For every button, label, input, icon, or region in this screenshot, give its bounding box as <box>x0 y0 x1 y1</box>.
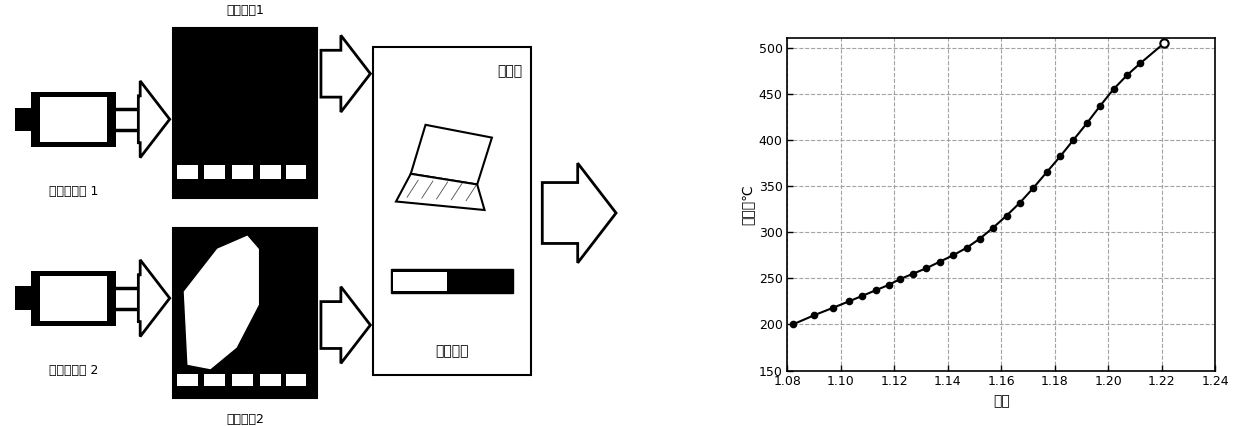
Bar <box>177 374 197 386</box>
Bar <box>31 271 117 326</box>
Text: 红外探测器 1: 红外探测器 1 <box>50 185 98 199</box>
Text: 采集系统: 采集系统 <box>435 344 469 358</box>
Bar <box>205 165 224 179</box>
Bar <box>285 374 306 386</box>
Bar <box>15 287 31 310</box>
Bar <box>174 28 317 198</box>
Polygon shape <box>410 125 492 184</box>
Polygon shape <box>139 260 170 337</box>
Bar <box>40 97 108 142</box>
X-axis label: 比例: 比例 <box>993 394 1009 408</box>
Text: 红外图片2: 红外图片2 <box>227 413 264 426</box>
Bar <box>391 269 513 293</box>
Bar <box>232 374 253 386</box>
Bar <box>205 374 224 386</box>
Bar <box>31 92 117 147</box>
Polygon shape <box>139 81 170 158</box>
Bar <box>40 276 108 321</box>
Polygon shape <box>321 287 371 363</box>
Bar <box>15 107 31 131</box>
Polygon shape <box>321 35 371 112</box>
Bar <box>232 165 253 179</box>
Text: 红外图片1: 红外图片1 <box>227 4 264 17</box>
Y-axis label: 温度／℃: 温度／℃ <box>740 184 754 225</box>
Bar <box>372 47 531 375</box>
Bar <box>393 272 448 291</box>
Bar <box>177 165 197 179</box>
Bar <box>260 165 281 179</box>
Bar <box>285 165 306 179</box>
Text: 红外探测器 2: 红外探测器 2 <box>50 364 98 377</box>
Text: 上位机: 上位机 <box>497 64 522 78</box>
Polygon shape <box>542 163 616 263</box>
Polygon shape <box>396 174 485 210</box>
Bar <box>260 374 281 386</box>
Polygon shape <box>185 236 258 368</box>
Bar <box>174 228 317 398</box>
